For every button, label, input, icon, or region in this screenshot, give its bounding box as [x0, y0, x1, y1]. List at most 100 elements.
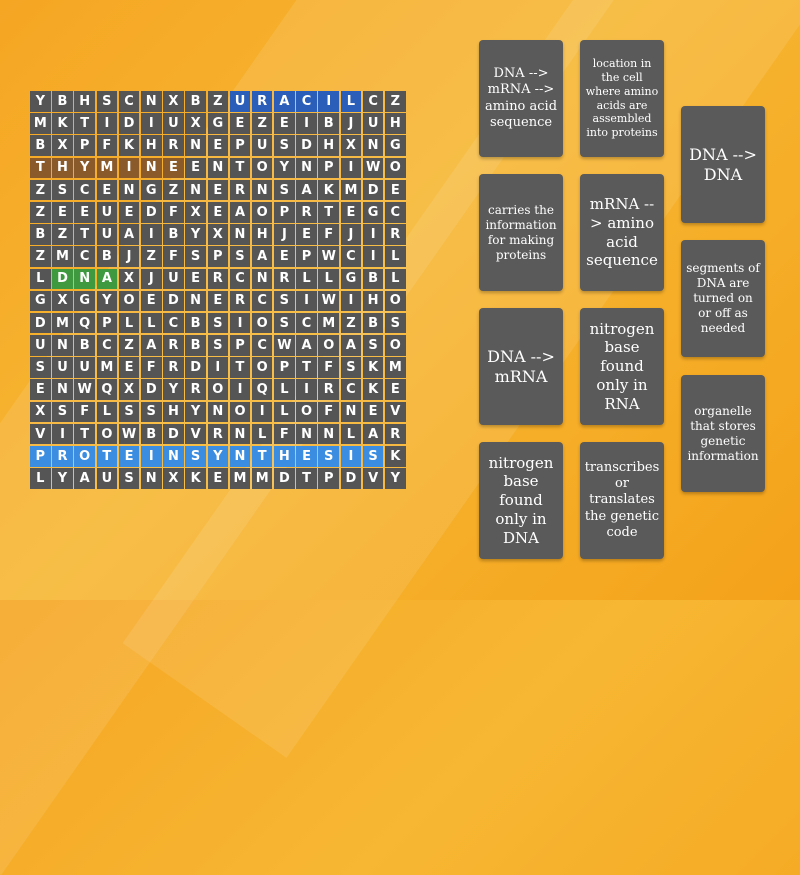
grid-cell[interactable]: Z [207, 91, 229, 112]
grid-cell[interactable]: R [163, 335, 184, 356]
grid-cell[interactable]: S [185, 446, 206, 467]
grid-cell[interactable]: W [318, 290, 340, 312]
grid-cell[interactable]: L [96, 401, 118, 423]
grid-cell[interactable]: P [207, 246, 229, 267]
grid-cell[interactable]: T [229, 357, 251, 378]
grid-cell[interactable]: O [251, 201, 273, 223]
grid-cell[interactable]: W [274, 335, 295, 356]
grid-cell[interactable]: R [185, 379, 206, 401]
grid-cell[interactable]: E [340, 201, 362, 223]
grid-cell[interactable]: I [362, 246, 384, 267]
grid-cell[interactable]: A [340, 335, 362, 356]
clue-card[interactable]: segments of DNA are turned on or off as … [681, 240, 765, 357]
grid-cell[interactable]: R [207, 423, 229, 445]
grid-cell[interactable]: O [74, 446, 95, 467]
grid-cell[interactable]: S [274, 179, 295, 201]
grid-cell[interactable]: N [185, 135, 206, 156]
grid-cell[interactable]: Z [163, 179, 184, 201]
grid-cell[interactable]: B [30, 224, 51, 245]
grid-cell[interactable]: T [74, 224, 95, 245]
grid-cell[interactable]: U [229, 91, 251, 112]
grid-cell[interactable]: T [318, 201, 340, 223]
grid-cell[interactable]: S [274, 135, 295, 156]
grid-cell[interactable]: B [163, 224, 184, 245]
grid-cell[interactable]: G [385, 135, 406, 156]
grid-cell[interactable]: E [274, 246, 295, 267]
grid-cell[interactable]: B [185, 335, 206, 356]
grid-cell[interactable]: P [274, 201, 295, 223]
grid-cell[interactable]: A [251, 246, 273, 267]
grid-cell[interactable]: R [163, 135, 184, 156]
grid-cell[interactable]: Q [74, 312, 95, 334]
grid-cell[interactable]: O [229, 401, 251, 423]
grid-cell[interactable]: C [251, 335, 273, 356]
grid-cell[interactable]: I [296, 113, 317, 134]
clue-card[interactable]: nitrogen base found only in DNA [479, 442, 563, 559]
grid-cell[interactable]: T [296, 468, 317, 489]
grid-cell[interactable]: B [318, 113, 340, 134]
grid-cell[interactable]: C [385, 201, 406, 223]
grid-cell[interactable]: D [274, 468, 295, 489]
grid-cell[interactable]: C [74, 179, 95, 201]
grid-cell[interactable]: R [385, 224, 406, 245]
grid-cell[interactable]: C [340, 246, 362, 267]
grid-cell[interactable]: L [140, 312, 162, 334]
grid-cell[interactable]: S [52, 179, 73, 201]
grid-cell[interactable]: R [207, 268, 229, 290]
grid-cell[interactable]: C [296, 312, 317, 334]
grid-cell[interactable]: L [340, 423, 362, 445]
grid-cell[interactable]: S [185, 246, 206, 267]
grid-cell[interactable]: V [385, 401, 406, 423]
grid-cell[interactable]: X [163, 91, 184, 112]
grid-cell[interactable]: P [96, 312, 118, 334]
grid-cell[interactable]: I [140, 224, 162, 245]
grid-cell[interactable]: E [207, 201, 229, 223]
grid-cell[interactable]: N [251, 268, 273, 290]
grid-cell[interactable]: I [251, 401, 273, 423]
grid-cell[interactable]: L [251, 423, 273, 445]
grid-cell[interactable]: C [74, 246, 95, 267]
grid-cell[interactable]: N [185, 290, 206, 312]
grid-cell[interactable]: T [296, 357, 317, 378]
grid-cell[interactable]: E [74, 201, 95, 223]
grid-cell[interactable]: P [30, 446, 51, 467]
grid-cell[interactable]: H [385, 113, 406, 134]
grid-cell[interactable]: Y [74, 157, 95, 179]
grid-cell[interactable]: I [296, 290, 317, 312]
grid-cell[interactable]: B [362, 268, 384, 290]
grid-cell[interactable]: S [118, 468, 140, 489]
grid-cell[interactable]: Z [340, 312, 362, 334]
grid-cell[interactable]: P [229, 135, 251, 156]
grid-cell[interactable]: I [140, 446, 162, 467]
grid-cell[interactable]: Y [185, 224, 206, 245]
grid-cell[interactable]: F [163, 201, 184, 223]
grid-cell[interactable]: I [340, 290, 362, 312]
grid-cell[interactable]: N [140, 157, 162, 179]
grid-cell[interactable]: D [296, 135, 317, 156]
grid-cell[interactable]: L [118, 312, 140, 334]
grid-cell[interactable]: G [362, 201, 384, 223]
grid-cell[interactable]: S [229, 246, 251, 267]
grid-cell[interactable]: S [274, 290, 295, 312]
grid-cell[interactable]: L [296, 268, 317, 290]
grid-cell[interactable]: N [362, 135, 384, 156]
grid-cell[interactable]: L [385, 246, 406, 267]
grid-cell[interactable]: N [52, 379, 73, 401]
grid-cell[interactable]: A [362, 423, 384, 445]
grid-cell[interactable]: K [318, 179, 340, 201]
grid-cell[interactable]: O [251, 157, 273, 179]
grid-cell[interactable]: X [185, 113, 206, 134]
grid-cell[interactable]: O [296, 401, 317, 423]
grid-cell[interactable]: M [229, 468, 251, 489]
grid-cell[interactable]: E [207, 179, 229, 201]
grid-cell[interactable]: S [362, 335, 384, 356]
grid-cell[interactable]: C [96, 335, 118, 356]
grid-cell[interactable]: N [296, 423, 317, 445]
grid-cell[interactable]: B [185, 312, 206, 334]
grid-cell[interactable]: R [385, 423, 406, 445]
grid-cell[interactable]: G [74, 290, 95, 312]
grid-cell[interactable]: G [30, 290, 51, 312]
grid-cell[interactable]: Z [30, 201, 51, 223]
grid-cell[interactable]: E [207, 135, 229, 156]
grid-cell[interactable]: L [274, 401, 295, 423]
